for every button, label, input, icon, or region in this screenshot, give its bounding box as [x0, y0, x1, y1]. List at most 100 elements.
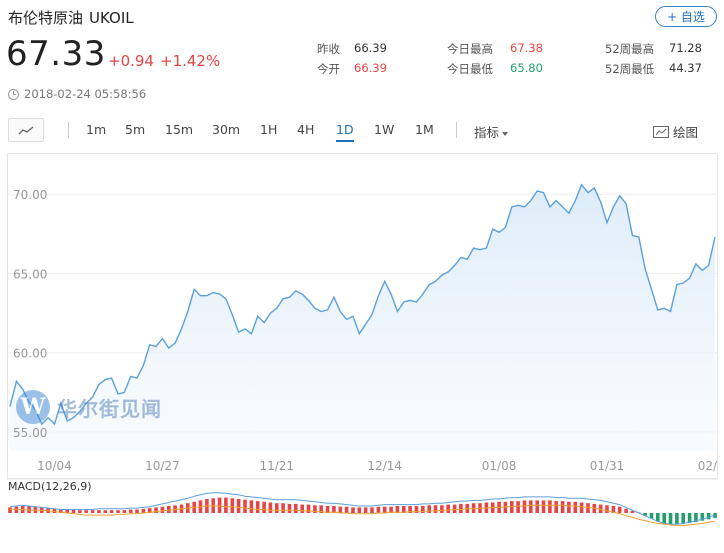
- watermark-text: 华尔街见闻: [57, 396, 162, 421]
- stat-label: 今日最低: [447, 62, 493, 76]
- macd-bar: [617, 506, 622, 513]
- macd-bar: [332, 506, 336, 513]
- macd-bar: [567, 501, 571, 513]
- timeframe-4h[interactable]: 4H: [297, 122, 315, 137]
- indicator-dropdown[interactable]: 指标: [474, 122, 508, 141]
- macd-bar: [249, 500, 254, 513]
- clock-icon: [8, 88, 19, 100]
- draw-icon: [653, 125, 669, 138]
- stat-value: 65.80: [510, 61, 543, 75]
- stat-prev-close: 昨收 66.39: [317, 41, 387, 57]
- macd-bar: [147, 508, 152, 513]
- timeframe-30m[interactable]: 30m: [212, 122, 241, 137]
- macd-bar: [446, 504, 450, 513]
- chart-toolbar: 1m 5m 15m 30m 1H 4H 1D 1W 1M 指标 绘图: [0, 118, 724, 144]
- macd-bar: [109, 510, 114, 513]
- y-tick-label: 55.00: [13, 426, 47, 440]
- price-area: [10, 184, 715, 451]
- quote-timestamp: 2018-02-24 05:58:56: [8, 87, 146, 101]
- timeframe-15m[interactable]: 15m: [165, 122, 194, 137]
- macd-bar: [268, 502, 273, 513]
- macd-bar: [167, 506, 171, 513]
- macd-bar: [160, 506, 165, 513]
- x-tick-label: 10/04: [37, 459, 72, 473]
- macd-bar: [306, 504, 311, 513]
- macd-bar: [294, 503, 298, 513]
- macd-bar: [389, 506, 393, 513]
- macd-bar: [554, 501, 558, 513]
- macd-bar: [357, 507, 362, 513]
- macd-bar: [313, 505, 317, 513]
- price-line: [9, 183, 716, 426]
- macd-bar: [656, 513, 660, 522]
- stat-day-low: 今日最低 65.80: [447, 61, 543, 77]
- x-tick-label: 11/21: [259, 459, 294, 473]
- macd-bar: [440, 505, 444, 513]
- instrument-code: UKOIL: [89, 9, 134, 27]
- chart-canvas: 55.00 60.00 65.00 70.00 10/04 10/27 11/21 12/1…: [7, 153, 718, 527]
- draw-button[interactable]: 绘图: [653, 122, 698, 141]
- chart-type-button[interactable]: [8, 118, 44, 142]
- macd-dif-line: [9, 492, 716, 525]
- macd-bar: [681, 513, 685, 524]
- macd-bar: [236, 499, 241, 513]
- macd-bar: [128, 509, 133, 513]
- macd-bar: [459, 503, 463, 513]
- macd-bar: [97, 510, 101, 513]
- timeframe-1m-month[interactable]: 1M: [415, 122, 434, 137]
- macd-bar: [522, 500, 527, 513]
- macd-bar: [433, 505, 438, 513]
- stat-day-high: 今日最高 67.38: [447, 41, 543, 57]
- macd-bar: [255, 501, 260, 513]
- macd-bar: [624, 508, 628, 513]
- macd-bar: [662, 513, 666, 524]
- macd-bar: [344, 506, 349, 513]
- macd-bar: [275, 503, 279, 513]
- macd-bar: [503, 501, 508, 513]
- stat-label: 52周最高: [605, 42, 655, 56]
- timeframe-1d[interactable]: 1D: [336, 122, 354, 142]
- macd-bar: [84, 510, 88, 513]
- stat-value: 44.37: [669, 61, 702, 75]
- macd-bar: [135, 509, 139, 513]
- macd-bar: [706, 513, 711, 520]
- price-change-percent: +1.42%: [160, 52, 221, 70]
- timeframe-5m[interactable]: 5m: [125, 122, 146, 137]
- stat-value: 67.38: [510, 41, 543, 55]
- macd-bar: [529, 500, 533, 513]
- price-chart[interactable]: 55.00 60.00 65.00 70.00 10/04 10/27 11/21 12/1…: [7, 153, 718, 553]
- timeframe-1m[interactable]: 1m: [86, 122, 107, 137]
- macd-bar: [154, 507, 158, 513]
- macd-bar: [611, 506, 616, 513]
- toolbar-divider: [68, 122, 69, 138]
- macd-bar: [262, 501, 266, 513]
- add-to-watchlist-button[interactable]: + 自选: [655, 6, 717, 27]
- macd-bar: [71, 509, 76, 513]
- macd-bar: [586, 503, 590, 513]
- macd-bar: [573, 501, 578, 513]
- instrument-name: 布伦特原油: [8, 9, 84, 27]
- macd-bar: [408, 506, 412, 513]
- watermark-logo-icon: W: [16, 390, 50, 424]
- macd-bar: [65, 509, 69, 513]
- macd-bar: [325, 506, 330, 513]
- macd-bar: [300, 504, 304, 513]
- stat-open: 今开 66.39: [317, 61, 387, 77]
- x-tick-label: 01/31: [590, 459, 625, 473]
- macd-bar: [605, 505, 609, 513]
- toolbar-divider: [456, 122, 457, 138]
- macd-bar: [243, 499, 247, 513]
- macd-bar: [78, 510, 82, 513]
- line-chart-icon: [18, 126, 34, 135]
- macd-bar: [281, 503, 285, 513]
- x-tick-label: 10/27: [145, 459, 180, 473]
- macd-bar: [319, 505, 323, 513]
- timeframe-1w[interactable]: 1W: [374, 122, 395, 137]
- macd-bar: [116, 510, 120, 513]
- macd-bar: [141, 508, 146, 513]
- timeframe-1h[interactable]: 1H: [260, 122, 278, 137]
- macd-bar: [535, 500, 539, 513]
- macd-bar: [103, 510, 108, 513]
- macd-bar: [598, 504, 603, 513]
- watermark: W 华尔街见闻: [16, 390, 162, 424]
